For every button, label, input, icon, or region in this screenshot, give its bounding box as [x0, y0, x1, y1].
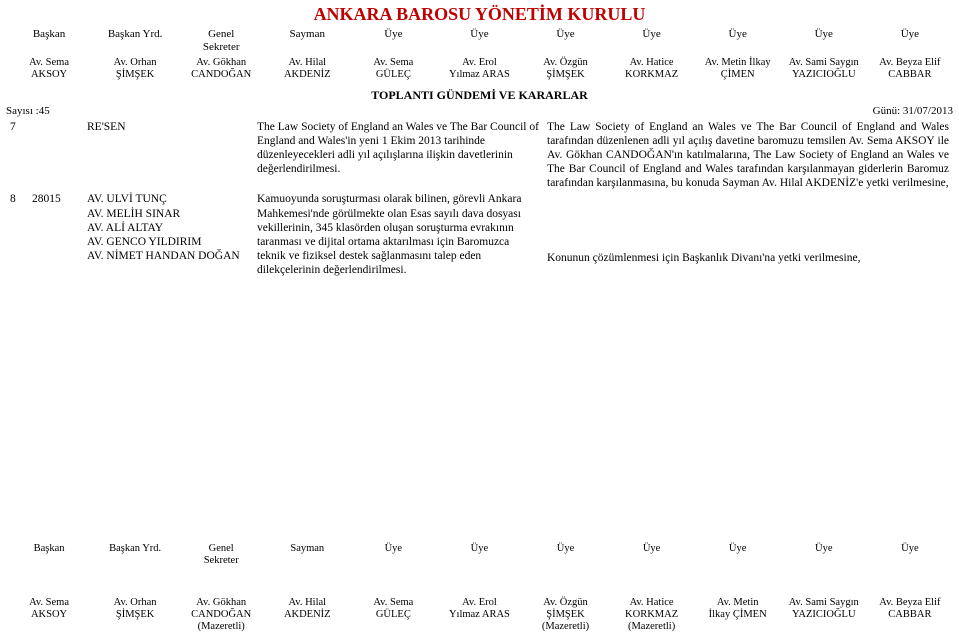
member-cell: Av. Sami Saygın YAZICIOĞLU — [781, 55, 867, 82]
member-cell: Av. Sema GÜLEÇ — [350, 55, 436, 82]
member-cell: Av. Gökhan CANDOĞAN (Mazeretli) — [178, 596, 264, 634]
member-cell: Av. Özgün ŞİMŞEK (Mazeretli) — [522, 596, 608, 634]
role-cell: Genel Sekreter — [178, 542, 264, 568]
role-cell: Üye — [522, 27, 608, 55]
member-cell: Av. Sema GÜLEÇ — [350, 596, 436, 634]
date-label: Günü: 31/07/2013 — [873, 105, 953, 117]
member-cell: Av. Beyza Elif CABBAR — [867, 55, 953, 82]
roles-row: Başkan Başkan Yrd. Genel Sekreter Sayman… — [6, 27, 953, 55]
member-cell: Av. Hilal AKDENİZ — [264, 596, 350, 634]
row-people: AV. ULVİ TUNÇ AV. MELİH SINAR AV. ALİ AL… — [83, 191, 253, 277]
member-cell: Av. Erol Yılmaz ARAS — [436, 596, 522, 634]
member-cell: Av. Hatice KORKMAZ (Mazeretli) — [609, 596, 695, 634]
member-cell: Av. Erol Yılmaz ARAS — [436, 55, 522, 82]
row-decision: The Law Society of England an Wales ve T… — [543, 119, 953, 191]
row-decision: Konunun çözümlenmesi için Başkanlık Diva… — [543, 191, 953, 277]
roles-row-bottom: Başkan Başkan Yrd. Genel Sekreter Sayman… — [6, 542, 953, 568]
member-cell: Av. Metin İlkay ÇİMEN — [695, 596, 781, 634]
org-title: ANKARA BAROSU YÖNETİM KURULU — [6, 4, 953, 25]
row-ref — [28, 119, 83, 191]
role-cell: Üye — [436, 27, 522, 55]
role-cell: Genel Sekreter — [178, 27, 264, 55]
agenda-header: TOPLANTI GÜNDEMİ VE KARARLAR — [6, 88, 953, 103]
counter-label: Sayısı :45 — [6, 105, 50, 117]
table-row: 8 28015 AV. ULVİ TUNÇ AV. MELİH SINAR AV… — [6, 191, 953, 277]
member-cell: Av. Sema AKSOY — [6, 596, 92, 634]
member-cell: Av. Metin İlkay ÇİMEN — [695, 55, 781, 82]
header-members-table: Başkan Başkan Yrd. Genel Sekreter Sayman… — [6, 27, 953, 82]
row-subject: Kamuoyunda soruşturması olarak bilinen, … — [253, 191, 543, 277]
footer-spacer-row — [6, 568, 953, 596]
role-cell: Üye — [867, 542, 953, 568]
footer: Başkan Başkan Yrd. Genel Sekreter Sayman… — [6, 542, 953, 634]
member-cell: Av. Sami Saygın YAZICIOĞLU — [781, 596, 867, 634]
member-cell: Av. Beyza Elif CABBAR — [867, 596, 953, 634]
role-cell: Başkan — [6, 27, 92, 55]
member-cell: Av. Orhan ŞİMŞEK — [92, 596, 178, 634]
row-subject: The Law Society of England an Wales ve T… — [253, 119, 543, 191]
row-num: 7 — [6, 119, 28, 191]
role-cell: Sayman — [264, 27, 350, 55]
role-cell: Üye — [436, 542, 522, 568]
role-cell: Üye — [522, 542, 608, 568]
role-cell: Başkan Yrd. — [92, 27, 178, 55]
names-row-bottom: Av. Sema AKSOY Av. Orhan ŞİMŞEK Av. Gökh… — [6, 596, 953, 634]
table-row: 7 RE'SEN The Law Society of England an W… — [6, 119, 953, 191]
agenda-table: 7 RE'SEN The Law Society of England an W… — [6, 119, 953, 277]
member-cell: Av. Hilal AKDENİZ — [264, 55, 350, 82]
meta-row: Sayısı :45 Günü: 31/07/2013 — [6, 105, 953, 117]
role-cell: Başkan — [6, 542, 92, 568]
footer-members-table: Başkan Başkan Yrd. Genel Sekreter Sayman… — [6, 542, 953, 634]
role-cell: Üye — [781, 27, 867, 55]
member-cell: Av. Gökhan CANDOĞAN — [178, 55, 264, 82]
role-cell: Üye — [867, 27, 953, 55]
role-cell: Sayman — [264, 542, 350, 568]
page-root: ANKARA BAROSU YÖNETİM KURULU Başkan Başk… — [0, 0, 959, 638]
member-cell: Av. Özgün ŞİMŞEK — [522, 55, 608, 82]
member-cell: Av. Sema AKSOY — [6, 55, 92, 82]
row-people: RE'SEN — [83, 119, 253, 191]
role-cell: Üye — [609, 27, 695, 55]
member-cell: Av. Orhan ŞİMŞEK — [92, 55, 178, 82]
role-cell: Üye — [609, 542, 695, 568]
names-row-top: Av. Sema AKSOY Av. Orhan ŞİMŞEK Av. Gökh… — [6, 55, 953, 82]
row-ref: 28015 — [28, 191, 83, 277]
role-cell: Üye — [781, 542, 867, 568]
role-cell: Üye — [695, 542, 781, 568]
role-cell: Üye — [350, 27, 436, 55]
row-num: 8 — [6, 191, 28, 277]
member-cell: Av. Hatice KORKMAZ — [609, 55, 695, 82]
role-cell: Başkan Yrd. — [92, 542, 178, 568]
role-cell: Üye — [350, 542, 436, 568]
role-cell: Üye — [695, 27, 781, 55]
